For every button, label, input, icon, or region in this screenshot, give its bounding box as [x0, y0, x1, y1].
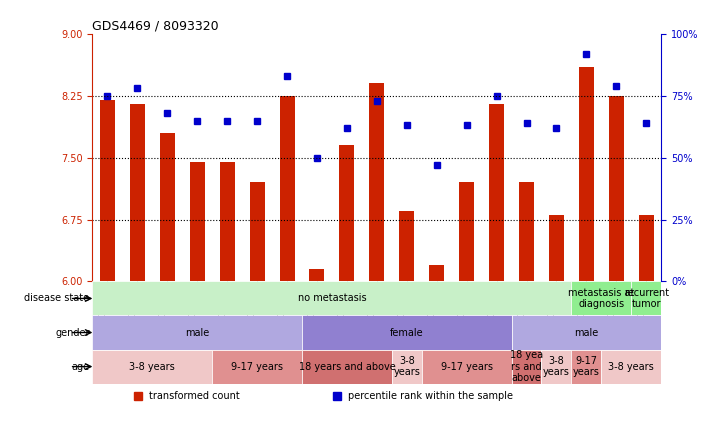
FancyBboxPatch shape: [631, 281, 661, 316]
Bar: [130, 104, 145, 281]
Bar: [100, 100, 115, 281]
FancyBboxPatch shape: [572, 349, 602, 384]
Text: 9-17 years: 9-17 years: [441, 362, 493, 371]
FancyBboxPatch shape: [302, 349, 392, 384]
FancyBboxPatch shape: [392, 349, 422, 384]
FancyBboxPatch shape: [542, 349, 572, 384]
Text: 3-8 years: 3-8 years: [609, 362, 654, 371]
FancyBboxPatch shape: [511, 316, 661, 349]
Bar: [519, 182, 534, 281]
FancyBboxPatch shape: [92, 281, 572, 316]
Text: gender: gender: [55, 327, 90, 338]
Text: disease state: disease state: [24, 294, 90, 303]
FancyBboxPatch shape: [422, 349, 511, 384]
Bar: [459, 182, 474, 281]
Text: metastasis at
diagnosis: metastasis at diagnosis: [568, 288, 634, 309]
Text: 3-8
years: 3-8 years: [543, 356, 570, 377]
Text: 3-8 years: 3-8 years: [129, 362, 175, 371]
Bar: [400, 212, 415, 281]
Bar: [339, 145, 354, 281]
Bar: [549, 215, 564, 281]
Text: male: male: [185, 327, 209, 338]
FancyBboxPatch shape: [302, 316, 511, 349]
Text: 9-17 years: 9-17 years: [231, 362, 283, 371]
FancyBboxPatch shape: [511, 349, 542, 384]
Text: female: female: [390, 327, 424, 338]
FancyBboxPatch shape: [92, 349, 212, 384]
Text: male: male: [574, 327, 599, 338]
Bar: [489, 104, 504, 281]
Bar: [250, 182, 264, 281]
Text: 18 yea
rs and
above: 18 yea rs and above: [510, 350, 543, 383]
Text: 9-17
years: 9-17 years: [573, 356, 600, 377]
Bar: [190, 162, 205, 281]
Bar: [220, 162, 235, 281]
Text: 18 years and above: 18 years and above: [299, 362, 395, 371]
Text: age: age: [72, 362, 90, 371]
Bar: [429, 265, 444, 281]
Text: transformed count: transformed count: [149, 391, 240, 401]
Bar: [309, 269, 324, 281]
Bar: [369, 83, 385, 281]
FancyBboxPatch shape: [92, 316, 302, 349]
Text: 3-8
years: 3-8 years: [393, 356, 420, 377]
Bar: [609, 96, 624, 281]
Bar: [638, 215, 653, 281]
FancyBboxPatch shape: [572, 281, 631, 316]
Text: recurrent
tumor: recurrent tumor: [624, 288, 669, 309]
Text: GDS4469 / 8093320: GDS4469 / 8093320: [92, 20, 219, 33]
FancyBboxPatch shape: [212, 349, 302, 384]
FancyBboxPatch shape: [602, 349, 661, 384]
Bar: [579, 67, 594, 281]
Bar: [160, 133, 175, 281]
Bar: [279, 96, 294, 281]
Text: no metastasis: no metastasis: [298, 294, 366, 303]
Text: percentile rank within the sample: percentile rank within the sample: [348, 391, 513, 401]
